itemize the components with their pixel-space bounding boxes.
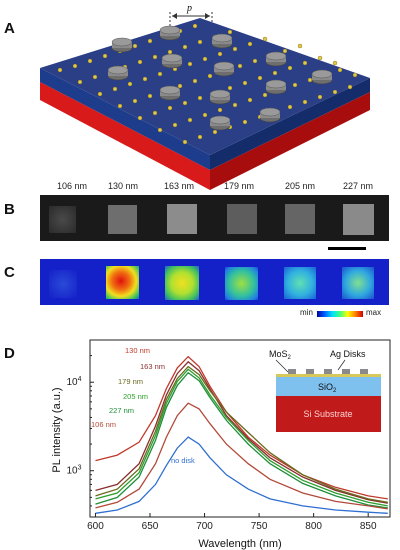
pl-map-130 bbox=[106, 266, 139, 299]
size-label-5: 227 nm bbox=[343, 181, 374, 191]
legend-label-0: 130 nm bbox=[125, 346, 150, 355]
panel-letter-c: C bbox=[4, 264, 15, 281]
legend-label-6: no disk bbox=[171, 456, 195, 465]
panel-letter-d: D bbox=[4, 345, 15, 362]
x-tick-label-0: 600 bbox=[87, 521, 104, 532]
inset-ag-label: Ag Disks bbox=[330, 349, 366, 359]
pl-map-227 bbox=[342, 267, 374, 299]
series-line-0 bbox=[95, 355, 388, 500]
legend-label-3: 205 nm bbox=[123, 392, 148, 401]
x-tick-label-5: 850 bbox=[360, 521, 377, 532]
y-tick-label-0: 103 bbox=[66, 465, 81, 477]
series-line-2 bbox=[95, 365, 388, 503]
x-tick-label-2: 700 bbox=[196, 521, 213, 532]
inset-si-layer bbox=[276, 396, 381, 432]
gray-square-106 bbox=[49, 206, 76, 233]
series-line-5 bbox=[95, 402, 388, 510]
y-axis-title: PL intensity (a.u.) bbox=[51, 387, 63, 472]
schematic-3d-array: p bbox=[40, 3, 370, 190]
gray-square-205 bbox=[285, 204, 315, 234]
device-inset: MoS2 Ag Disks SiO2 Si Substrate bbox=[269, 349, 381, 432]
pl-map-106 bbox=[49, 270, 77, 298]
y-tick-label-1: 104 bbox=[66, 376, 81, 388]
colorbar bbox=[317, 311, 363, 317]
grayscale-image-strip bbox=[40, 195, 389, 241]
pl-map-205 bbox=[284, 267, 316, 299]
inset-mos2-label: MoS2 bbox=[269, 349, 292, 361]
colorbar-min-label: min bbox=[300, 308, 313, 317]
x-tick-label-3: 750 bbox=[251, 521, 268, 532]
period-label: p bbox=[186, 3, 192, 14]
legend-label-4: 227 nm bbox=[109, 406, 134, 415]
size-label-0: 106 nm bbox=[57, 181, 88, 191]
inset-sio2-layer bbox=[276, 377, 381, 396]
pl-spectra-chart: 600 650 700 750 800 850 103 104 Wavelength (nm)… bbox=[51, 339, 391, 550]
series-line-1 bbox=[95, 360, 388, 504]
inset-sio2-label: SiO2 bbox=[318, 382, 337, 394]
scale-bar bbox=[328, 247, 366, 250]
inset-si-label: Si Substrate bbox=[303, 409, 352, 419]
x-tick-label-1: 650 bbox=[142, 521, 159, 532]
gray-square-227 bbox=[343, 204, 374, 235]
pl-map-179 bbox=[225, 267, 258, 300]
x-axis-title: Wavelength (nm) bbox=[198, 538, 281, 550]
legend-label-5: 106 nm bbox=[91, 420, 116, 429]
size-label-4: 205 nm bbox=[285, 181, 316, 191]
x-tick-label-4: 800 bbox=[305, 521, 322, 532]
size-label-3: 179 nm bbox=[224, 181, 255, 191]
panel-letter-a: A bbox=[4, 20, 15, 37]
series-line-6 bbox=[95, 436, 388, 514]
gray-square-179 bbox=[227, 204, 257, 234]
size-label-2: 163 nm bbox=[164, 181, 195, 191]
colorbar-max-label: max bbox=[366, 308, 382, 317]
gray-square-130 bbox=[108, 205, 137, 234]
pl-map-163 bbox=[165, 266, 199, 300]
size-label-1: 130 nm bbox=[108, 181, 139, 191]
legend-label-2: 179 nm bbox=[118, 377, 143, 386]
legend-label-1: 163 nm bbox=[140, 362, 165, 371]
series-line-3 bbox=[95, 368, 388, 507]
pl-map-strip bbox=[40, 259, 389, 305]
gray-square-163 bbox=[167, 204, 197, 234]
panel-letter-b: B bbox=[4, 201, 15, 218]
series-line-4 bbox=[95, 371, 388, 509]
